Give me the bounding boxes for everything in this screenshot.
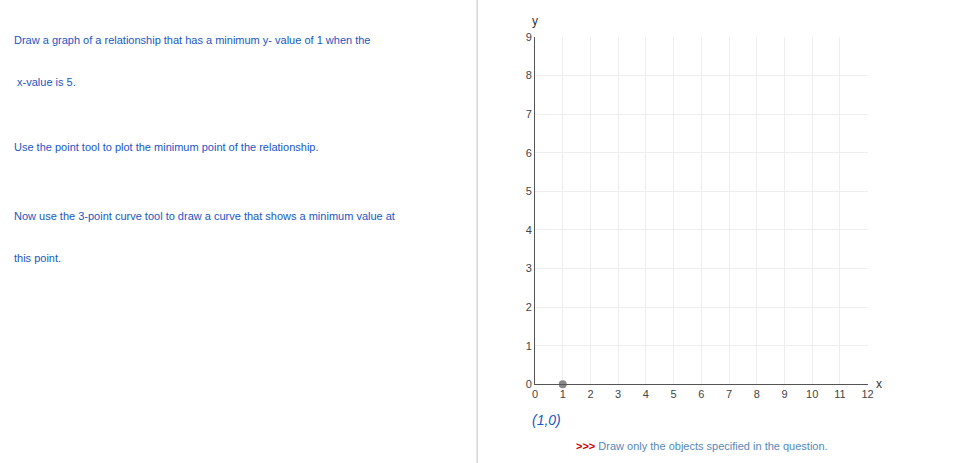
svg-text:4: 4 (526, 224, 532, 236)
svg-text:4: 4 (643, 388, 649, 400)
svg-text:1: 1 (526, 340, 532, 352)
svg-text:>>> Draw only the objects spec: >>> Draw only the objects specified in t… (576, 440, 828, 452)
svg-text:0: 0 (526, 378, 532, 390)
svg-text:Use the point tool to plot the: Use the point tool to plot the minimum p… (14, 141, 319, 153)
svg-text:3: 3 (615, 388, 621, 400)
svg-text:8: 8 (754, 388, 760, 400)
svg-text:x: x (876, 377, 882, 391)
svg-text:12: 12 (861, 388, 873, 400)
svg-text:9: 9 (526, 31, 532, 43)
svg-text:Now use the 3-point curve tool: Now use the 3-point curve tool to draw a… (14, 210, 395, 222)
svg-text:6: 6 (698, 388, 704, 400)
svg-text:5: 5 (526, 185, 532, 197)
svg-text:3: 3 (526, 262, 532, 274)
svg-text:11: 11 (834, 388, 845, 400)
svg-text:10: 10 (806, 388, 818, 400)
svg-text:7: 7 (526, 108, 532, 120)
svg-text:x-value is 5.: x-value is 5. (14, 76, 76, 88)
svg-text:this point.: this point. (14, 252, 61, 264)
svg-text:5: 5 (671, 388, 677, 400)
svg-text:y: y (532, 14, 538, 28)
svg-text:1: 1 (560, 388, 566, 400)
svg-text:(1,0): (1,0) (532, 412, 561, 428)
svg-text:8: 8 (526, 69, 532, 81)
svg-text:0: 0 (532, 388, 538, 400)
svg-text:2: 2 (587, 388, 593, 400)
svg-text:6: 6 (526, 147, 532, 159)
svg-text:Draw a graph of a relationship: Draw a graph of a relationship that has … (14, 34, 370, 46)
svg-text:7: 7 (726, 388, 732, 400)
svg-text:9: 9 (781, 388, 787, 400)
svg-text:2: 2 (526, 301, 532, 313)
